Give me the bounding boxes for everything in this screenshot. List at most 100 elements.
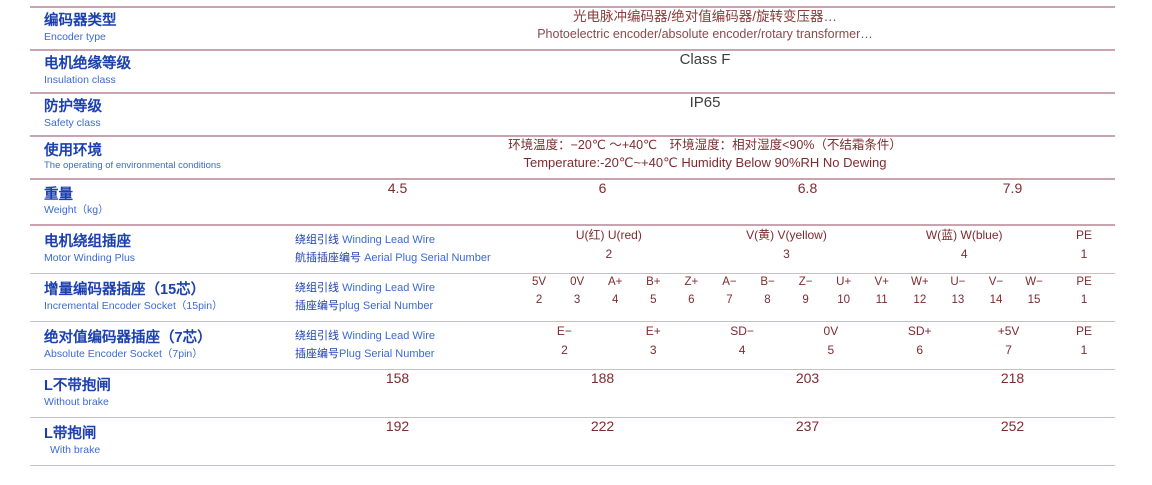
row-label-en: Motor Winding Plus: [44, 251, 136, 264]
row-value-length-without-brake: 158 188 203 218: [295, 370, 1115, 417]
pin-column: A+ 4: [596, 274, 634, 310]
length-value: 192: [385, 418, 410, 434]
pin-column: PE 1: [1053, 226, 1115, 263]
pin-column: W− 15: [1015, 274, 1053, 310]
row-label-safety-class: 防护等级 Safety class: [30, 99, 295, 130]
pin-signal: SD+: [907, 324, 932, 338]
pin-signal: B+: [646, 276, 661, 288]
sub-label-serial-number: 航插插座编号 Aerial Plug Serial Number: [295, 250, 520, 267]
pin-column: Z− 9: [787, 274, 825, 310]
length-value: 203: [795, 370, 820, 386]
row-label-cn: L带抱闸: [44, 426, 97, 443]
insulation-class-value: Class F: [679, 51, 731, 68]
sub-label-en: Winding Lead Wire: [342, 330, 435, 343]
pin-signal: A+: [608, 276, 623, 288]
length-value: 237: [795, 418, 820, 434]
sub-label-winding-lead-wire: 绕组引线 Winding Lead Wire: [295, 280, 520, 297]
pin-signal: PE: [1076, 276, 1092, 288]
row-divider: [30, 178, 1115, 180]
pin-number: 12: [913, 293, 927, 306]
sub-label-incremental-encoder: 绕组引线 Winding Lead Wire 插座编号plug Serial N…: [295, 280, 520, 314]
sub-label-winding-lead-wire: 绕组引线 Winding Lead Wire: [295, 328, 520, 345]
length-value: 222: [590, 418, 615, 434]
pin-signal: E+: [645, 324, 661, 338]
table-bottom-rule: [30, 465, 1115, 466]
pin-number: 13: [951, 293, 965, 306]
pin-column: E− 2: [520, 322, 609, 359]
row-label-cn: 电机绕组插座: [44, 234, 131, 251]
sub-label-cn: 插座编号: [295, 347, 339, 360]
row-value-safety-class: IP65: [295, 94, 1115, 135]
row-label-length-with-brake: L带抱闸 With brake: [30, 426, 295, 457]
pin-column: PE 1: [1053, 322, 1115, 359]
pin-column: 0V 3: [558, 274, 596, 310]
pin-signal: W+: [911, 276, 929, 288]
length-value: 218: [1000, 370, 1025, 386]
environment-value-cn: 环境温度：−20℃ ～+40℃ 环境湿度：相对湿度<90%（不结霜条件）: [508, 138, 902, 152]
pin-column: PE 1: [1053, 274, 1115, 310]
encoder-type-value-cn: 光电脉冲编码器/绝对值编码器/旋转变压器…: [572, 9, 837, 24]
table-row-encoder-type: 编码器类型 Encoder type 光电脉冲编码器/绝对值编码器/旋转变压器……: [30, 8, 1115, 49]
pin-number: 3: [573, 293, 581, 306]
pin-number: 14: [989, 293, 1003, 306]
row-label-cn: 编码器类型: [44, 13, 117, 30]
pin-signal: V(黄) V(yellow): [746, 228, 827, 242]
row-label-en: Weight（kg）: [44, 204, 109, 217]
pin-column: W(蓝) W(blue) 4: [875, 226, 1053, 263]
row-label-en: The operating of environmental condition…: [44, 160, 221, 172]
pin-column: 5V 2: [520, 274, 558, 310]
pin-column: U(红) U(red) 2: [520, 226, 698, 263]
row-label-en: With brake: [50, 443, 101, 456]
pin-column: SD− 4: [698, 322, 787, 359]
row-label-operating-environment: 使用环境 The operating of environmental cond…: [30, 143, 295, 173]
encoder-type-value-en: Photoelectric encoder/absolute encoder/r…: [537, 27, 873, 42]
weight-value: 4.5: [387, 180, 408, 196]
pin-number: 11: [875, 293, 888, 306]
sub-label-cn: 绕组引线: [295, 330, 339, 343]
pin-signal: V−: [988, 276, 1004, 288]
pin-column: B+ 5: [634, 274, 672, 310]
pin-signal: V+: [874, 276, 889, 288]
sub-label-serial-number: 插座编号plug Serial Number: [295, 298, 520, 315]
pin-number: 1: [1080, 293, 1088, 306]
pin-column: E+ 3: [609, 322, 698, 359]
weight-value: 6: [598, 180, 607, 196]
pin-number: 5: [827, 342, 835, 357]
environment-value-en: Temperature:-20℃~+40℃ Humidity Below 90%…: [523, 154, 887, 170]
specification-table: 编码器类型 Encoder type 光电脉冲编码器/绝对值编码器/旋转变压器……: [30, 6, 1115, 466]
row-label-en: Safety class: [44, 116, 101, 129]
pin-column: U+ 10: [825, 274, 863, 310]
pin-number: 4: [738, 342, 746, 357]
pin-signal: W−: [1025, 276, 1043, 288]
table-row-motor-winding-plus: 电机绕组插座 Motor Winding Plus 绕组引线 Winding L…: [30, 226, 1115, 273]
sub-label-absolute-encoder: 绕组引线 Winding Lead Wire 插座编号Plug Serial N…: [295, 328, 520, 362]
row-label-cn: 防护等级: [44, 99, 102, 116]
table-row-insulation-class: 电机绝缘等级 Insulation class Class F: [30, 51, 1115, 92]
length-value: 252: [1000, 418, 1025, 434]
sub-label-en: plug Serial Number: [339, 299, 434, 312]
row-value-incremental-pins: 5V 2 0V 3 A+ 4 B+ 5 Z+ 6: [520, 274, 1115, 321]
row-value-motor-winding-pins: U(红) U(red) 2 V(黄) V(yellow) 3 W(蓝) W(bl…: [520, 226, 1115, 273]
pin-number: 3: [783, 246, 790, 261]
pin-signal: 5V: [532, 276, 547, 288]
sub-label-en: Winding Lead Wire: [342, 282, 435, 295]
sub-label-motor-winding: 绕组引线 Winding Lead Wire 航插插座编号 Aerial Plu…: [295, 232, 520, 266]
pin-number: 2: [605, 246, 613, 261]
row-label-en: Incremental Encoder Socket（15pin）: [44, 299, 223, 312]
pin-number: 2: [535, 293, 543, 306]
pin-number: 15: [1027, 293, 1041, 306]
pin-column: +5V 7: [964, 322, 1053, 359]
pin-signal: A−: [722, 276, 737, 288]
pin-signal: SD−: [730, 324, 754, 338]
row-divider: [30, 321, 1115, 322]
pin-number: 6: [688, 293, 695, 306]
pin-number: 7: [1005, 342, 1012, 357]
pin-column: W+ 12: [901, 274, 939, 310]
pin-number: 9: [802, 293, 809, 306]
row-divider: [30, 273, 1115, 274]
row-label-cn: 增量编码器插座（15芯）: [44, 282, 206, 299]
row-value-absolute-pins: E− 2 E+ 3 SD− 4 0V 5 SD+ 6: [520, 322, 1115, 369]
row-label-cn: 绝对值编码器插座（7芯）: [44, 330, 212, 347]
pin-number: 1: [1080, 246, 1088, 261]
row-label-encoder-type: 编码器类型 Encoder type: [30, 13, 295, 44]
